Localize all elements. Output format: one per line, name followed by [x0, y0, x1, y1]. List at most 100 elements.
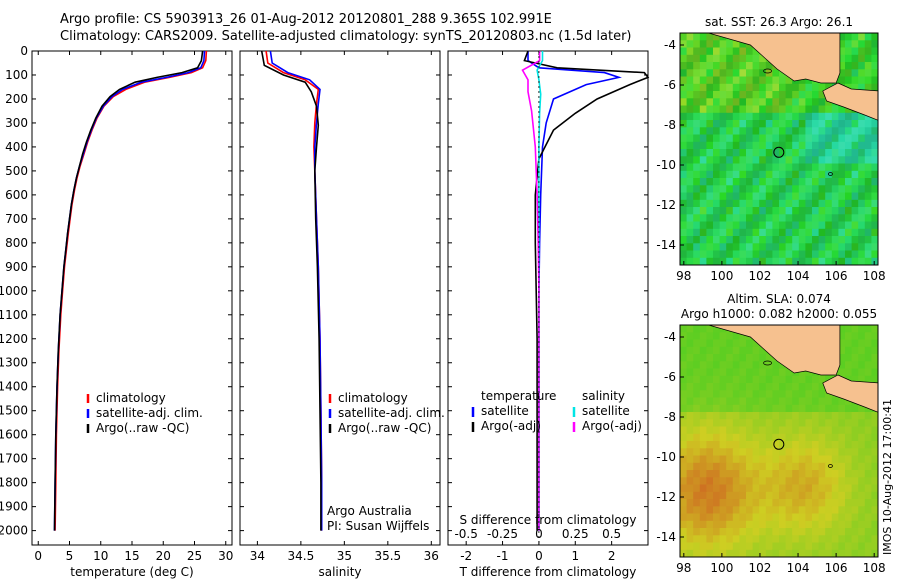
map-cell — [858, 346, 866, 355]
map-cell — [686, 332, 694, 341]
map-cell — [851, 412, 859, 420]
map-cell — [752, 528, 760, 536]
map-cell — [831, 185, 839, 194]
map-cell — [792, 105, 800, 114]
map-cell — [713, 120, 721, 128]
map-cell — [831, 506, 839, 515]
map-cell — [765, 513, 773, 522]
map-cell — [719, 412, 727, 420]
map-cell — [759, 346, 767, 355]
map-cell — [812, 470, 820, 478]
map-cell — [792, 250, 800, 259]
map-cell — [699, 477, 707, 486]
map-cell — [719, 185, 727, 194]
map-cell — [845, 542, 853, 551]
map-cell — [825, 404, 833, 413]
map-cell — [838, 178, 846, 186]
map-cell — [871, 192, 878, 201]
map-cell — [858, 462, 866, 471]
map-cell — [838, 40, 846, 49]
map-cell — [864, 462, 872, 471]
map-cell — [772, 448, 780, 457]
map-cell — [851, 69, 859, 78]
map-cell — [798, 506, 806, 515]
map-cell — [845, 477, 853, 486]
map-cell — [686, 221, 694, 230]
map-cell — [726, 383, 734, 391]
map-cell — [699, 47, 707, 56]
map-cell — [686, 112, 694, 121]
map-cell — [706, 535, 714, 544]
map-cell — [851, 250, 859, 259]
map-cell — [719, 170, 727, 179]
map-cell — [805, 127, 813, 136]
map-cell — [845, 499, 853, 507]
map-cell — [831, 499, 839, 507]
map-cell — [772, 127, 780, 136]
map-cell — [871, 207, 878, 215]
map-cell — [765, 441, 773, 449]
map-cell — [825, 412, 833, 420]
map-cell — [798, 163, 806, 172]
map-cell — [680, 361, 688, 370]
map-cell — [686, 419, 694, 428]
map-cell — [818, 149, 826, 157]
map-cell — [739, 477, 747, 486]
map-cell — [845, 163, 853, 172]
map-cell — [706, 207, 714, 215]
map-cell — [739, 535, 747, 544]
map-cell — [752, 199, 760, 208]
map-cell — [726, 354, 734, 362]
map-cell — [864, 477, 872, 486]
map-cell — [686, 40, 694, 49]
map-cell — [798, 243, 806, 252]
depth-tick-label: 1000 — [0, 284, 28, 298]
map-cell — [686, 383, 694, 391]
map-cell — [818, 192, 826, 201]
map-cell — [818, 549, 826, 557]
map-cell — [792, 412, 800, 420]
map-cell — [686, 62, 694, 70]
map-cell — [719, 361, 727, 370]
map-cell — [680, 397, 688, 406]
map-cell — [726, 47, 734, 56]
map-cell — [858, 243, 866, 252]
map-cell — [746, 426, 754, 435]
map-cell — [831, 250, 839, 259]
map-cell — [719, 192, 727, 201]
map-cell — [851, 484, 859, 493]
map-cell — [752, 170, 760, 179]
map-cell — [686, 520, 694, 529]
map-cell — [713, 361, 721, 370]
map-cell — [779, 156, 787, 165]
map-cell — [699, 339, 707, 348]
map-cell — [798, 112, 806, 121]
map-cell — [805, 149, 813, 157]
map-cell — [871, 441, 878, 449]
map-cell — [871, 47, 878, 56]
x-tick-label: 1 — [571, 549, 579, 563]
map-cell — [686, 433, 694, 442]
map-cell — [831, 470, 839, 478]
map-cell — [858, 47, 866, 56]
map-cell — [845, 462, 853, 471]
map-cell — [785, 491, 793, 500]
map-cell — [871, 549, 878, 557]
map-cell — [871, 178, 878, 186]
map-cell — [825, 185, 833, 194]
map-cell — [752, 455, 760, 464]
map-cell — [825, 549, 833, 557]
map-cell — [713, 91, 721, 99]
map-cell — [752, 470, 760, 478]
map-cell — [798, 441, 806, 449]
map-cell — [746, 390, 754, 399]
map-cell — [779, 207, 787, 215]
map-cell — [739, 47, 747, 56]
map-cell — [713, 506, 721, 515]
map-cell — [851, 419, 859, 428]
map-cell — [739, 433, 747, 442]
map-cell — [798, 141, 806, 150]
map-cell — [726, 390, 734, 399]
map-cell — [752, 441, 760, 449]
map-cell — [752, 404, 760, 413]
